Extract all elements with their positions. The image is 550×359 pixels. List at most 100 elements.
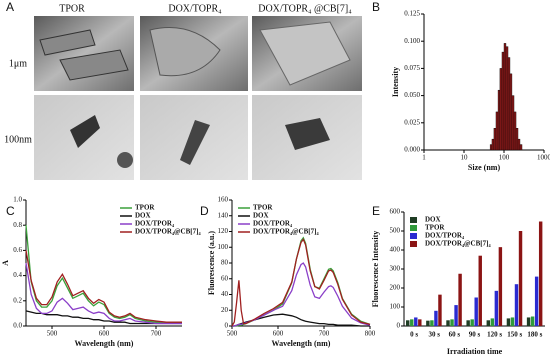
bar (498, 247, 503, 326)
panel-label: C (6, 204, 15, 218)
histogram-bar (505, 46, 509, 151)
histogram-bar (497, 89, 501, 151)
row-label: 1μm (9, 58, 27, 69)
bar (466, 320, 470, 326)
bar (406, 320, 410, 326)
y-tick-label: 140 (218, 211, 229, 219)
y-tick-label: 100 (390, 303, 401, 311)
y-tick-label: 0.125 (404, 10, 420, 18)
bar (434, 310, 438, 326)
y-tick-label: 20 (221, 306, 229, 314)
y-tick-label: 100 (218, 243, 229, 251)
column-label: TPOR (59, 3, 85, 14)
bar (530, 316, 535, 326)
column-label: DOX/TOPR₄ (168, 3, 222, 14)
y-tick-label: 0.6 (13, 246, 22, 254)
legend-label: DOX (425, 216, 441, 224)
line (232, 313, 370, 327)
y-tick-label: 60 (221, 274, 229, 282)
sem-texture (259, 21, 351, 86)
histogram-bar (507, 57, 511, 151)
legend-swatch (410, 225, 417, 231)
x-tick-label: 700 (319, 330, 330, 338)
line (25, 262, 182, 325)
legend-label: DOX/TPOR₄@CB[7]₄ (425, 240, 491, 248)
sem-texture (39, 29, 129, 81)
y-tick-label: 0.050 (404, 91, 420, 99)
bar (510, 317, 515, 326)
panel-label: D (200, 204, 209, 218)
legend-label: DOX/TPOR₄ (253, 220, 293, 228)
histogram-bar (503, 43, 507, 151)
legend-label: DOX/TPOR₄@CB[7]₄ (253, 228, 319, 236)
y-tick-label: 0.8 (13, 221, 22, 229)
bar (526, 317, 531, 326)
histogram-bar (493, 128, 497, 151)
x-tick-label: 600 (273, 330, 284, 338)
histogram-bar (491, 138, 495, 151)
bar (454, 305, 458, 326)
histogram-bar (513, 111, 517, 151)
x-tick-label: 150 s (507, 331, 522, 339)
tem-particle (180, 120, 210, 165)
x-tick-label: 1 (422, 154, 426, 162)
histogram-bar (509, 73, 513, 151)
legend-label: TPOR (425, 224, 445, 232)
tem-particle (70, 115, 100, 148)
x-tick-label: 1000 (537, 154, 550, 162)
histogram-bar (489, 144, 493, 151)
bar (514, 284, 519, 326)
y-tick-label: 200 (390, 284, 401, 292)
tem-particle (117, 152, 133, 168)
y-axis-label: Fluorescence Intensity (371, 231, 380, 308)
y-tick-label: 160 (218, 196, 229, 204)
legend-label: DOX/TPOR₄ (135, 220, 175, 228)
y-tick-label: 300 (390, 265, 401, 273)
y-tick-label: 0.0 (13, 322, 22, 330)
x-tick-label: 0 s (410, 331, 418, 339)
panel-label: E (372, 204, 380, 218)
bar (470, 319, 474, 326)
bar (534, 276, 539, 326)
bar (506, 318, 511, 326)
x-tick-label: 600 (99, 330, 110, 338)
y-axis-label: A (1, 260, 10, 266)
bar (430, 320, 434, 326)
x-tick-label: 700 (151, 330, 162, 338)
x-tick-label: 800 (365, 330, 376, 338)
legend-swatch (410, 233, 417, 239)
bar (518, 231, 523, 326)
histogram-bar (501, 51, 505, 151)
y-tick-label: 500 (390, 227, 401, 235)
x-tick-label: 30 s (428, 331, 440, 339)
histogram-bar (511, 95, 515, 151)
y-tick-label: 600 (390, 208, 401, 216)
legend-label: DOX/TPOR₄@CB[7]₄ (135, 228, 201, 236)
x-axis-label: Wavelength (nm) (272, 339, 331, 348)
bar (486, 320, 491, 326)
histogram-bar (517, 138, 521, 151)
sem-texture (149, 27, 221, 77)
panel-label: B (372, 0, 380, 14)
y-tick-label: 400 (390, 246, 401, 254)
y-axis-label: Fluorescence (a.u.) (207, 231, 216, 295)
panel-label: A (6, 0, 14, 14)
bar (426, 320, 430, 326)
legend-label: DOX (135, 212, 151, 220)
legend-swatch (410, 241, 417, 247)
y-axis-label: Intensity (391, 67, 400, 97)
column-label: DOX/TOPR₄ @CB[7]₄ (258, 3, 352, 14)
x-tick-label: 90 s (469, 331, 481, 339)
line (25, 250, 182, 323)
x-tick-label: 180 s (527, 331, 542, 339)
y-tick-label: 0.2 (13, 296, 22, 304)
x-tick-label: 120 s (487, 331, 502, 339)
y-tick-label: 0.075 (404, 64, 420, 72)
y-tick-label: 0 (225, 322, 229, 330)
bar (474, 297, 478, 326)
x-tick-label: 10 (461, 154, 469, 162)
bar (446, 320, 450, 326)
bar (478, 255, 482, 326)
x-tick-label: 60 s (449, 331, 461, 339)
